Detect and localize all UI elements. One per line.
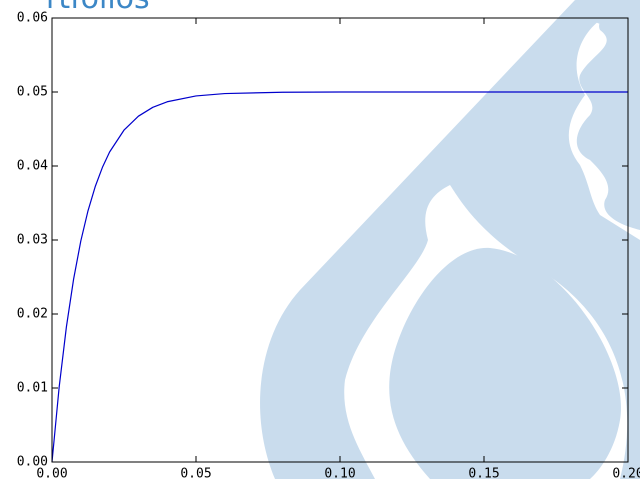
y-tick-label: 0.00 <box>17 455 48 470</box>
line <box>51 91 628 463</box>
x-tick-label: 0.15 <box>468 467 499 479</box>
x-tick-label: 0.05 <box>180 467 211 479</box>
watermark <box>260 0 640 479</box>
title: rtfolios <box>46 0 150 16</box>
x-tick-label: 0.00 <box>36 467 67 479</box>
y-tick-label: 0.04 <box>17 159 48 174</box>
plot: 0.00 0.01 0.02 0.03 0.04 0.05 0.06 0.00 0.05 0.10… <box>17 11 640 479</box>
y-tick-label: 0.05 <box>17 85 48 100</box>
axes-frame <box>51 17 629 463</box>
y-tick-label: 0.01 <box>17 381 48 396</box>
y-tick-label: 0.06 <box>17 11 48 26</box>
x-tick-label: 0.20 <box>612 467 640 479</box>
y-tick-label: 0.02 <box>17 307 48 322</box>
y-tick-label: 0.03 <box>17 233 48 248</box>
x-tick-label: 0.10 <box>324 467 355 479</box>
